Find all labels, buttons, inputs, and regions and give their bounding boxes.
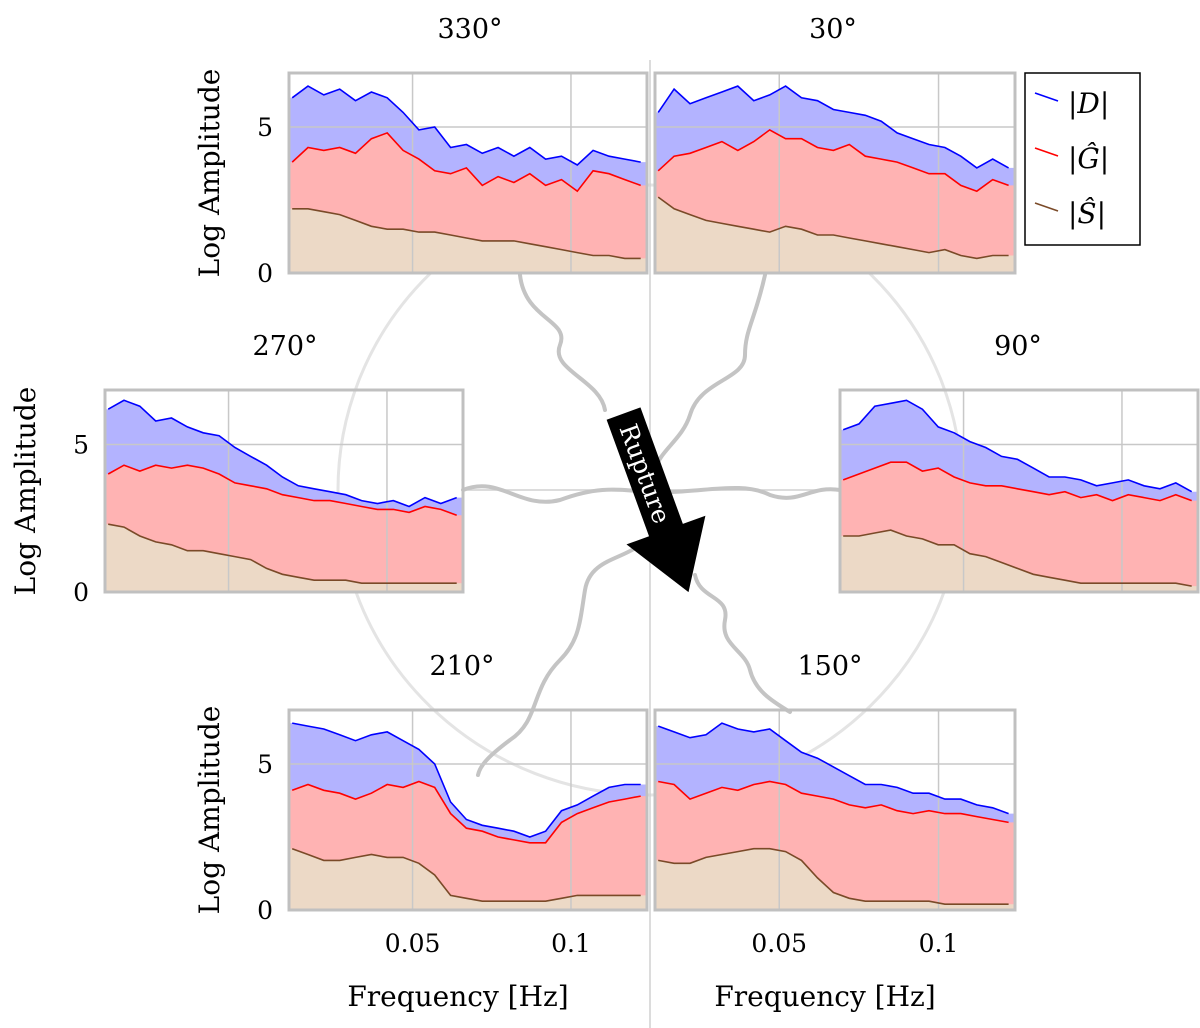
arrow-shape (606, 407, 706, 593)
line-S (292, 208, 641, 260)
panel-title: 150° (797, 651, 862, 682)
line-G (291, 780, 641, 844)
line-D (107, 399, 457, 508)
panel-150deg: 150° 0.05 0.1 Frequency [Hz] (653, 651, 1017, 1013)
legend-swatch (1034, 147, 1059, 157)
y-tick-label: 0 (257, 259, 273, 288)
y-tick-label: 5 (257, 113, 273, 142)
y-axis-label: Log Amplitude (193, 69, 226, 278)
wave-path-210 (476, 543, 642, 777)
y-tick-label: 0 (73, 578, 89, 607)
area-S (655, 848, 1015, 910)
legend-label: |Ŝ| (1068, 196, 1106, 230)
panel-90deg: 90° (838, 331, 1200, 594)
wave-path-330 (518, 273, 607, 412)
y-axis-label: Log Amplitude (193, 706, 226, 915)
area-S (840, 530, 1198, 592)
legend-entry: |Ĝ| (1034, 141, 1109, 175)
panel-330deg: 330° 0 5 Log Amplitude (193, 14, 649, 288)
panel-210deg: 210° 0 5 0.05 0.1 Log Amplitude Frequency [Hz] (193, 651, 649, 1013)
line-S (657, 196, 1009, 260)
panel-frame (103, 388, 465, 594)
x-tick-label: 0.05 (385, 929, 441, 958)
legend-label: |D| (1068, 87, 1109, 120)
x-axis-label: Frequency [Hz] (714, 980, 935, 1013)
legend-swatch (1034, 92, 1059, 102)
panel-frame (838, 388, 1200, 594)
panel-frame (287, 71, 649, 275)
rupture-arrow: Rupture (606, 407, 706, 593)
x-tick-label: 0.1 (551, 929, 591, 958)
panel-title: 330° (437, 14, 502, 45)
x-tick-label: 0.1 (919, 929, 959, 958)
panel-title: 270° (252, 331, 317, 362)
area-S (289, 208, 647, 273)
line-D (291, 85, 641, 166)
arrow-label: Rupture (614, 420, 677, 527)
panel-frame (653, 71, 1017, 275)
x-tick-label: 0.05 (751, 929, 807, 958)
panel-270deg: 270° 0 5 Log Amplitude (9, 331, 465, 607)
area-S (105, 524, 463, 592)
x-axis-label: Frequency [Hz] (347, 980, 568, 1013)
panel-title: 210° (429, 651, 494, 682)
line-S (291, 847, 641, 903)
area-S (289, 848, 647, 910)
panel-title: 30° (809, 14, 857, 45)
line-G (658, 780, 1009, 824)
wave-path-150 (693, 573, 792, 714)
y-tick-label: 5 (257, 750, 273, 779)
wave-path-30 (653, 273, 767, 472)
y-axis-label: Log Amplitude (9, 387, 42, 596)
line-S (108, 523, 457, 585)
panel-30deg: 30° (653, 14, 1017, 275)
line-D (292, 722, 641, 838)
y-tick-label: 0 (257, 896, 273, 925)
legend-label: |Ĝ| (1068, 141, 1109, 175)
legend: |D| |Ĝ| |Ŝ| (1024, 72, 1141, 246)
legend-entry: |Ŝ| (1034, 196, 1106, 230)
legend-swatch (1034, 202, 1059, 212)
line-G (291, 131, 641, 193)
line-S (658, 847, 1009, 906)
area-S (655, 197, 1015, 273)
panel-frame (653, 708, 1017, 912)
line-D (657, 722, 1009, 815)
y-tick-label: 5 (73, 431, 89, 460)
legend-entry: |D| (1034, 87, 1109, 120)
panel-frame (287, 708, 649, 912)
line-S (843, 529, 1192, 587)
line-G (842, 461, 1192, 502)
line-G (107, 464, 457, 517)
line-D (842, 399, 1193, 493)
line-G (657, 128, 1009, 193)
panel-title: 90° (994, 331, 1042, 362)
legend-box (1024, 72, 1141, 246)
